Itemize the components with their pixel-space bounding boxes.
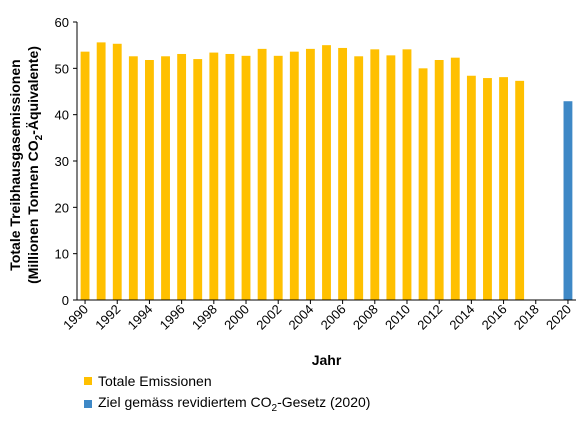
legend-swatch-total	[84, 377, 92, 385]
y-axis-title-line2-sub: 2	[34, 134, 45, 140]
bar-2014	[466, 75, 476, 300]
y-axis-title-line2-post: -Äquivalente)	[25, 46, 41, 135]
bar-2006	[338, 47, 348, 300]
bar-1991	[96, 42, 106, 301]
bar-1998	[209, 52, 219, 300]
y-axis-title-line2-pre: (Millionen Tonnen CO	[25, 140, 41, 284]
legend-label-target-sub: 2	[271, 402, 278, 414]
bar-1992	[112, 43, 122, 300]
y-tick-label: 30	[55, 154, 69, 169]
x-tick-label: 2000	[221, 302, 252, 333]
bar-2004	[305, 48, 315, 300]
x-tick-label: 2002	[253, 302, 284, 333]
bar-2013	[450, 57, 460, 300]
bar-2002	[273, 55, 283, 300]
y-tick-label: 60	[55, 15, 69, 30]
bar-1999	[225, 53, 235, 300]
x-tick-label: 2004	[285, 302, 316, 333]
x-tick-label: 1998	[189, 302, 220, 333]
x-tick-label: 2014	[446, 302, 477, 333]
bar-2009	[386, 55, 396, 300]
y-tick-label: 20	[55, 200, 69, 215]
y-tick-label: 50	[55, 61, 69, 76]
x-tick-label: 1992	[92, 302, 123, 333]
legend-label-target-pre: Ziel gemäss revidiertem CO	[98, 394, 272, 410]
bar-2008	[370, 49, 380, 300]
x-tick-label: 2008	[350, 302, 381, 333]
bar-2000	[241, 55, 251, 300]
x-tick-label: 1996	[157, 302, 188, 333]
legend-label-target: Ziel gemäss revidiertem CO2-Gesetz (2020…	[98, 394, 370, 414]
y-tick-label: 10	[55, 247, 69, 262]
legend-item-total: Totale Emissionen	[84, 373, 212, 389]
y-axis-title-line2: (Millionen Tonnen CO2-Äquivalente)	[25, 46, 45, 284]
x-tick-label: 1994	[124, 302, 155, 333]
bar-1996	[177, 53, 187, 300]
bar-2007	[354, 56, 364, 300]
bar-2012	[434, 59, 444, 300]
legend-label-target-post: -Gesetz (2020)	[277, 394, 371, 410]
x-tick-label: 2020	[543, 302, 574, 333]
bars-group	[80, 42, 573, 301]
y-tick-label: 40	[55, 108, 69, 123]
bar-1994	[145, 59, 154, 300]
bar-1995	[161, 56, 170, 300]
bar-2017	[515, 80, 525, 301]
legend-item-target: Ziel gemäss revidiertem CO2-Gesetz (2020…	[84, 394, 370, 414]
bar-2001	[257, 48, 267, 300]
bar-2020	[563, 101, 573, 300]
x-tick-label: 2010	[382, 302, 413, 333]
legend-label-total: Totale Emissionen	[98, 373, 212, 389]
bar-2016	[499, 77, 508, 301]
legend-swatch-target	[84, 399, 92, 408]
x-axis-title: Jahr	[312, 352, 342, 368]
bar-1993	[128, 56, 138, 300]
y-axis-title-line1: Totale Treibhausgasemissionen	[7, 59, 23, 270]
x-tick-label: 2016	[479, 302, 510, 333]
bar-2015	[483, 78, 492, 301]
x-tick-label: 2018	[511, 302, 542, 333]
bar-2011	[418, 68, 428, 300]
x-tick-label: 2012	[414, 302, 445, 333]
bar-2005	[322, 45, 331, 300]
y-tick-label: 0	[62, 293, 69, 308]
bar-2003	[289, 51, 299, 300]
x-tick-label: 2006	[318, 302, 349, 333]
bar-1997	[193, 59, 203, 300]
bar-2010	[402, 49, 412, 300]
bar-1990	[80, 51, 90, 300]
